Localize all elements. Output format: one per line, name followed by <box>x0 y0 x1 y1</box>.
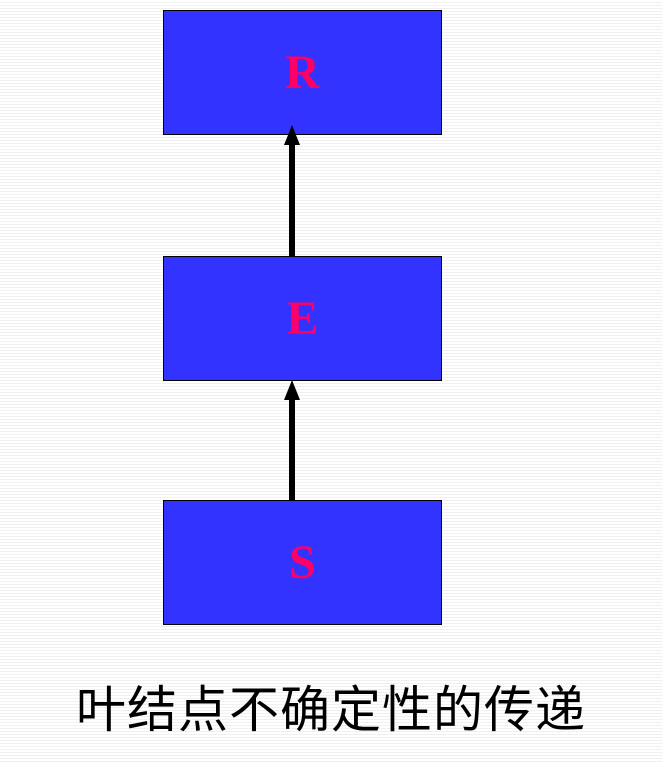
arrow-s-to-e <box>284 380 300 500</box>
diagram-caption: 叶结点不确定性的传递 <box>0 680 662 740</box>
arrow-e-to-r <box>284 125 300 256</box>
